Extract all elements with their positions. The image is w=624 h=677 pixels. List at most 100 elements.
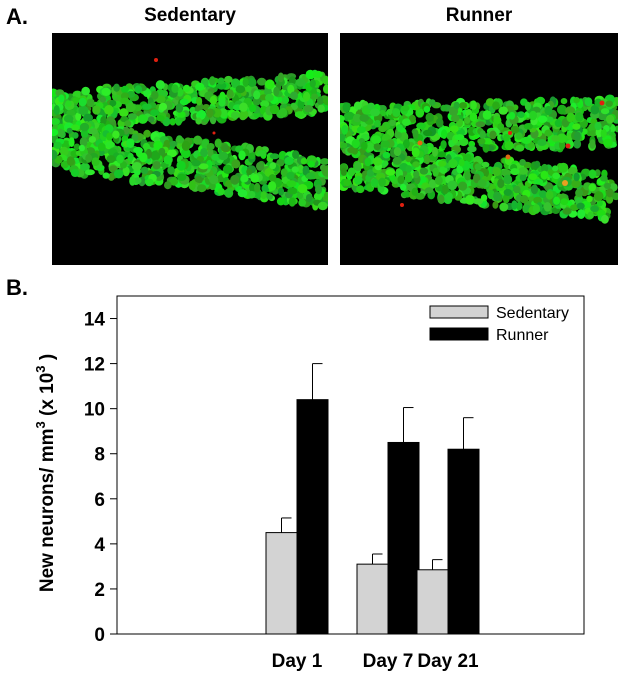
neuron-cell bbox=[473, 173, 481, 184]
neuron-cell bbox=[322, 75, 328, 85]
neuron-cell bbox=[366, 142, 375, 152]
neuron-cell bbox=[342, 102, 351, 113]
neuron-cell bbox=[432, 167, 439, 177]
neuron-cell bbox=[279, 107, 288, 118]
neuron-cell bbox=[590, 104, 600, 115]
neuron-cell bbox=[364, 157, 372, 167]
neuron-cell bbox=[447, 180, 458, 191]
neuron-cell bbox=[269, 104, 280, 115]
neuron-cell bbox=[80, 128, 89, 139]
neuron-cell bbox=[382, 151, 391, 159]
neuron-cell bbox=[497, 178, 505, 189]
plot-frame bbox=[116, 295, 585, 635]
neuron-cell bbox=[367, 102, 375, 110]
neuron-cell bbox=[344, 111, 355, 120]
neuron-cell bbox=[133, 104, 143, 112]
neuron-cell bbox=[489, 130, 497, 140]
neuron-cell bbox=[247, 190, 256, 199]
neuron-cell bbox=[588, 169, 597, 179]
neuron-cell bbox=[594, 98, 602, 107]
neuron-cell bbox=[66, 109, 76, 117]
neuron-cell bbox=[575, 189, 584, 197]
neuron-cell bbox=[453, 101, 460, 110]
neuron-cell bbox=[52, 149, 58, 160]
neuron-cell bbox=[124, 120, 132, 127]
neuron-cell bbox=[444, 192, 453, 201]
neuron-cell bbox=[341, 142, 348, 149]
neuron-cell bbox=[284, 156, 294, 166]
sedentary-micrograph-canvas bbox=[52, 58, 328, 211]
neuron-cell bbox=[315, 184, 323, 195]
labeled-cell bbox=[508, 131, 512, 135]
neuron-cell bbox=[66, 156, 75, 166]
neuron-cell bbox=[515, 144, 525, 152]
neuron-cell bbox=[72, 97, 80, 104]
x-tick-label: Day 7 bbox=[363, 651, 414, 672]
neuron-cell bbox=[511, 200, 518, 210]
neuron-cell bbox=[341, 125, 348, 135]
neuron-cell bbox=[291, 166, 299, 173]
neuron-cell bbox=[586, 195, 593, 203]
neuron-cell bbox=[224, 188, 234, 198]
neuron-cell bbox=[286, 171, 295, 180]
neuron-cell bbox=[513, 185, 521, 194]
neuron-cell bbox=[212, 108, 222, 118]
neuron-cell bbox=[129, 176, 136, 186]
neuron-cell bbox=[97, 142, 106, 152]
neuron-cell bbox=[280, 168, 288, 177]
neuron-cell bbox=[66, 127, 73, 134]
neuron-cell bbox=[588, 183, 597, 192]
neuron-cell bbox=[175, 136, 185, 144]
neuron-cell bbox=[458, 158, 465, 167]
neuron-cell bbox=[290, 91, 298, 100]
neuron-cell bbox=[310, 93, 319, 100]
neuron-cell bbox=[79, 137, 88, 147]
neuron-cell bbox=[290, 103, 298, 110]
neuron-cell bbox=[353, 101, 362, 110]
neuron-cell bbox=[552, 165, 559, 172]
bar-sedentary-day-21 bbox=[416, 569, 449, 635]
neuron-cell bbox=[253, 90, 261, 100]
neuron-cell bbox=[590, 205, 599, 212]
neuron-cell bbox=[577, 209, 586, 219]
neuron-cell bbox=[603, 138, 613, 147]
neuron-cell bbox=[156, 115, 165, 122]
legend-label-runner: Runner bbox=[496, 327, 549, 344]
neuron-cell bbox=[524, 101, 531, 111]
neuron-cell bbox=[400, 105, 410, 112]
neuron-cell bbox=[222, 164, 233, 174]
neuron-cell bbox=[356, 185, 365, 194]
neuron-cell bbox=[394, 131, 402, 139]
bar-runner-day-1 bbox=[296, 399, 329, 635]
neuron-cell bbox=[89, 128, 98, 135]
neuron-cell bbox=[380, 140, 390, 148]
neuron-cell bbox=[155, 80, 165, 90]
neuron-cell bbox=[493, 191, 502, 202]
labeled-cell bbox=[154, 58, 158, 62]
neuron-cell bbox=[164, 181, 172, 190]
neuron-cell bbox=[544, 129, 553, 137]
neuron-cell bbox=[400, 183, 407, 191]
neuron-cell bbox=[492, 201, 499, 209]
neuron-cell bbox=[437, 194, 445, 204]
neuron-cell bbox=[125, 102, 136, 113]
neuron-cell bbox=[171, 84, 179, 93]
neuron-cell bbox=[545, 190, 554, 200]
bar-sedentary-day-7 bbox=[356, 563, 389, 635]
neuron-cell bbox=[70, 169, 80, 177]
neuron-cell bbox=[53, 141, 62, 149]
bar-runner-day-21 bbox=[447, 448, 480, 635]
neuron-cell bbox=[539, 190, 547, 199]
neuron-cell bbox=[415, 192, 425, 200]
neuron-cell bbox=[540, 170, 549, 180]
neuron-cell bbox=[218, 151, 229, 161]
neuron-cell bbox=[425, 112, 434, 122]
neuron-cell bbox=[545, 116, 554, 123]
neuron-cell bbox=[81, 86, 90, 96]
neuron-cell bbox=[533, 178, 544, 185]
neuron-cell bbox=[537, 115, 548, 123]
y-tick-label: 8 bbox=[94, 445, 105, 466]
neuron-cell bbox=[150, 109, 160, 117]
neuron-cell bbox=[288, 197, 296, 207]
